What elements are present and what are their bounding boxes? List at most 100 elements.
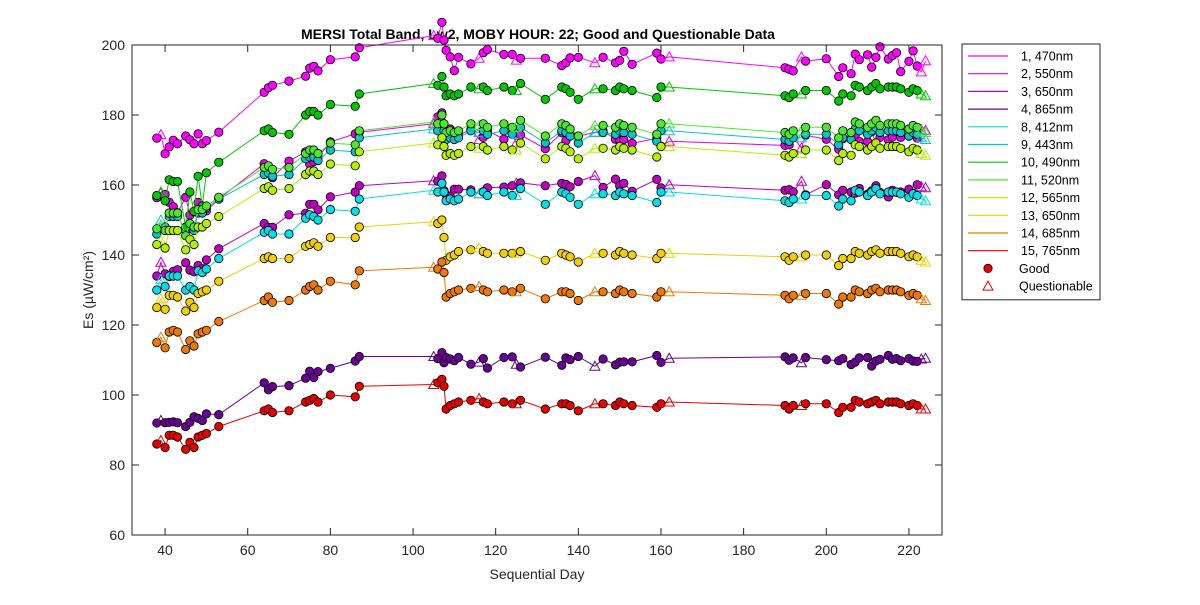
questionable-point — [919, 255, 932, 267]
good-point — [181, 344, 191, 355]
good-point — [896, 67, 906, 77]
good-point — [619, 287, 629, 297]
good-point — [515, 283, 526, 293]
good-point — [619, 143, 629, 153]
good-point — [499, 285, 509, 295]
questionable-point — [589, 247, 601, 258]
questionable-point — [663, 285, 676, 297]
good-point — [172, 176, 183, 187]
good-point — [598, 52, 608, 62]
x-tick-label: 220 — [897, 542, 921, 558]
good-point — [284, 295, 294, 306]
good-point — [499, 49, 509, 60]
good-point — [834, 71, 844, 82]
good-point — [846, 69, 856, 79]
good-point — [515, 53, 526, 63]
good-point — [838, 63, 848, 73]
good-point — [284, 253, 294, 264]
good-point — [565, 400, 575, 411]
good-point — [482, 287, 492, 297]
series-14-685nm — [152, 257, 932, 355]
good-point — [181, 245, 191, 255]
good-point — [896, 84, 906, 94]
good-point — [788, 126, 798, 136]
good-point — [437, 178, 447, 188]
good-point — [846, 292, 856, 302]
good-point — [313, 205, 323, 215]
good-point — [354, 89, 364, 99]
good-point — [627, 59, 637, 69]
good-point — [466, 119, 476, 129]
questionable-point — [663, 395, 676, 407]
good-point — [652, 152, 662, 162]
good-point — [214, 157, 224, 167]
y-axis-label: Es (µW/cm²) — [80, 251, 96, 329]
good-point — [838, 194, 848, 204]
good-point — [846, 127, 856, 138]
good-point — [540, 154, 550, 164]
good-point — [656, 287, 666, 297]
legend-label: 4, 865nm — [1021, 103, 1073, 117]
good-point — [499, 141, 509, 152]
y-tick-label: 60 — [109, 527, 125, 543]
y-tick-label: 160 — [102, 177, 126, 193]
good-point — [846, 253, 856, 264]
series-8-412nm — [152, 178, 932, 295]
good-point — [172, 292, 183, 302]
good-point — [325, 138, 335, 148]
good-point — [201, 218, 211, 229]
good-point — [565, 354, 575, 365]
good-point — [800, 352, 811, 363]
good-point — [652, 129, 662, 139]
good-point — [627, 145, 637, 155]
x-tick-label: 180 — [732, 542, 756, 558]
good-point — [160, 281, 170, 292]
legend-label: 8, 412nm — [1021, 120, 1073, 134]
good-point — [466, 82, 476, 92]
good-point — [573, 257, 583, 267]
questionable-point — [589, 119, 601, 130]
good-point — [652, 92, 662, 103]
good-point — [846, 196, 856, 206]
good-point — [854, 187, 864, 197]
chart-title: MERSI Total Band, Lw2, MOBY HOUR: 22; Go… — [301, 26, 775, 42]
good-point — [453, 285, 464, 295]
good-point — [325, 276, 335, 286]
good-point — [193, 129, 203, 139]
good-point — [788, 400, 798, 411]
x-tick-label: 60 — [240, 542, 256, 558]
good-point — [598, 287, 608, 297]
good-point — [499, 187, 509, 197]
good-point — [656, 141, 666, 152]
good-point — [627, 250, 637, 260]
good-point — [619, 178, 629, 188]
good-point — [453, 52, 464, 62]
good-point — [854, 119, 864, 129]
good-point — [598, 143, 608, 153]
good-point — [482, 44, 492, 55]
good-point — [172, 327, 183, 337]
good-point — [598, 120, 608, 131]
series-13-650nm — [152, 215, 932, 316]
legend-label: 3, 650nm — [1021, 85, 1073, 99]
questionable-point — [155, 256, 167, 267]
good-point — [875, 42, 885, 52]
y-tick-label: 80 — [109, 457, 125, 473]
good-point — [573, 154, 583, 164]
good-point — [160, 442, 170, 453]
good-point — [453, 397, 464, 407]
good-point — [350, 280, 360, 290]
good-point — [800, 85, 811, 96]
good-point — [466, 245, 476, 255]
good-point — [214, 316, 224, 327]
good-point — [540, 255, 550, 265]
good-point — [284, 406, 294, 416]
good-point — [445, 52, 455, 62]
good-point — [437, 215, 447, 225]
good-point — [896, 356, 906, 366]
good-point — [160, 243, 170, 253]
good-point — [189, 442, 199, 453]
good-point — [466, 141, 476, 152]
good-point — [350, 392, 360, 402]
legend-label: 10, 490nm — [1021, 156, 1080, 170]
